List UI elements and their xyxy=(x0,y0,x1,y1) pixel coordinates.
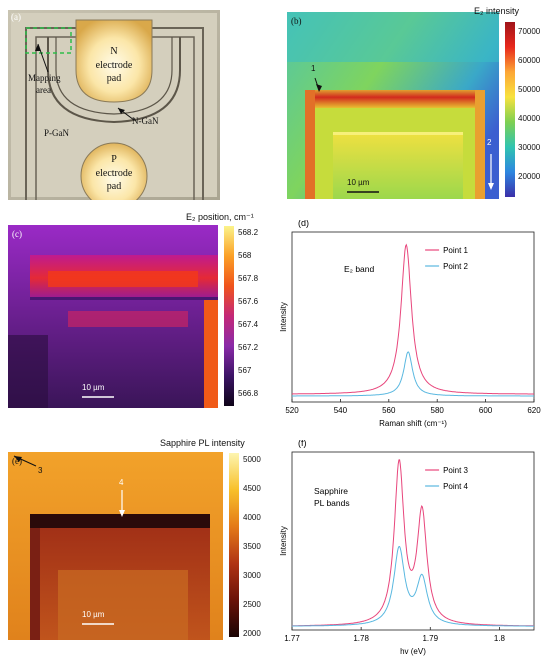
panel-b-intensity-map: (b) 1 2 10 µm xyxy=(287,12,499,199)
colorbar-e-tick: 5000 xyxy=(243,455,261,464)
colorbar-b-tick: 60000 xyxy=(518,56,541,65)
p-pad-line-2: electrode xyxy=(95,168,133,179)
panel-a-photo: (a) N electrode pad P electrode pad Mapp… xyxy=(8,10,220,200)
n-pad-line-3: pad xyxy=(106,73,122,84)
raman-series-line-2 xyxy=(292,351,534,397)
colorbar-e-tick: 2000 xyxy=(243,629,261,638)
panel-label-a: (a) xyxy=(11,12,21,22)
colorbar-c-tick: 567.4 xyxy=(238,320,259,329)
point-4-label: 4 xyxy=(119,478,124,487)
pl-x-tick-label: 1.78 xyxy=(353,634,369,643)
raman-plot-frame xyxy=(291,231,535,403)
panel-label-c: (c) xyxy=(12,229,22,239)
colorbar-c-tick: 568 xyxy=(238,251,252,260)
scalebar-e-label: 10 µm xyxy=(82,610,105,619)
colorbar-c-tick: 566.8 xyxy=(238,389,259,398)
pl-y-axis-label: Intensity xyxy=(279,526,288,556)
mapping-area-line-2: area xyxy=(36,85,51,95)
pl-legend-label: Point 3 xyxy=(443,466,468,475)
n-pad-line-1: N xyxy=(110,46,118,57)
p-pad-line-1: P xyxy=(111,154,117,165)
pl-x-tick-label: 1.77 xyxy=(284,634,300,643)
raman-x-tick-label: 580 xyxy=(431,406,445,415)
colorbar-b-tick: 20000 xyxy=(518,172,541,181)
raman-x-tick-label: 620 xyxy=(527,406,541,415)
colorbar-c-tick: 568.2 xyxy=(238,228,259,237)
raman-panel-label: (d) xyxy=(298,220,309,228)
n-pad-line-2: electrode xyxy=(95,60,133,71)
point-1-label: 1 xyxy=(311,64,316,73)
pl-spectrum-chart: (f) 1.77 1.78 1.79 1.8 hv (eV) Intensity Point … xyxy=(279,440,535,656)
raman-annotation: E₂ band xyxy=(344,264,375,274)
colorbar-c-tick: 567.2 xyxy=(238,343,259,352)
raman-x-tick-label: 520 xyxy=(285,406,299,415)
raman-x-axis-label: Raman shift (cm⁻¹) xyxy=(379,419,447,428)
pl-annotation-line-1: Sapphire xyxy=(314,486,348,496)
scalebar-b-label: 10 µm xyxy=(347,178,370,187)
colorbar-e-tick: 4500 xyxy=(243,484,261,493)
colorbar-b xyxy=(505,22,515,197)
colorbar-c-title: E₂ position, cm⁻¹ xyxy=(186,212,254,222)
colorbar-e xyxy=(229,453,239,637)
raman-x-tick-label: 560 xyxy=(382,406,396,415)
raman-legend-label: Point 1 xyxy=(443,246,468,255)
raman-y-axis-label: Intensity xyxy=(279,302,288,332)
pgan-label: P-GaN xyxy=(44,128,69,138)
colorbar-e-title: Sapphire PL intensity xyxy=(160,438,245,448)
colorbar-b-tick: 70000 xyxy=(518,27,541,36)
raman-x-tick-label: 540 xyxy=(334,406,348,415)
colorbar-b-tick: 40000 xyxy=(518,114,541,123)
pl-legend-label: Point 4 xyxy=(443,482,468,491)
colorbar-c-tick: 567.6 xyxy=(238,297,259,306)
raman-series-line-1 xyxy=(292,243,534,395)
pl-panel-label: (f) xyxy=(298,440,307,448)
point-3-label: 3 xyxy=(38,466,43,475)
raman-legend-label: Point 2 xyxy=(443,262,468,271)
pl-map-image xyxy=(8,452,223,640)
colorbar-b-title: E₂ intensity xyxy=(474,6,520,16)
pl-x-tick-label: 1.79 xyxy=(422,634,438,643)
device-photo xyxy=(8,10,220,200)
position-map-image xyxy=(8,225,218,408)
colorbar-e-tick: 3500 xyxy=(243,542,261,551)
colorbar-c-tick: 567.8 xyxy=(238,274,259,283)
pl-annotation-line-2: PL bands xyxy=(314,498,350,508)
pl-x-tick-label: 1.8 xyxy=(494,634,506,643)
point-2-label: 2 xyxy=(487,138,492,147)
colorbar-c-tick: 567 xyxy=(238,366,252,375)
raman-x-tick-label: 600 xyxy=(479,406,493,415)
colorbar-e-tick: 4000 xyxy=(243,513,261,522)
pl-series-line-2 xyxy=(292,545,534,627)
panel-label-e: (e) xyxy=(12,456,22,466)
pl-x-axis-label: hv (eV) xyxy=(400,647,426,656)
panel-c-position-map: (c) 10 µm xyxy=(8,225,218,408)
colorbar-e-tick: 3000 xyxy=(243,571,261,580)
raman-spectrum-chart: (d) 520 540 560 580 600 620 Raman shift (cm⁻¹) I… xyxy=(279,220,541,428)
p-pad-line-3: pad xyxy=(106,181,122,192)
pl-series-line-1 xyxy=(292,459,534,627)
colorbar-e-tick: 2500 xyxy=(243,600,261,609)
intensity-map-image xyxy=(287,12,499,199)
scalebar-c-label: 10 µm xyxy=(82,383,105,392)
colorbar-b-tick: 30000 xyxy=(518,143,541,152)
panel-e-pl-map: (e) 3 4 10 µm xyxy=(8,452,223,640)
colorbar-b-tick: 50000 xyxy=(518,85,541,94)
ngan-label: N-GaN xyxy=(132,116,159,126)
colorbar-c xyxy=(224,226,234,406)
pl-plot-frame xyxy=(291,451,535,631)
panel-label-b: (b) xyxy=(291,16,302,26)
mapping-area-line-1: Mapping xyxy=(28,73,61,83)
